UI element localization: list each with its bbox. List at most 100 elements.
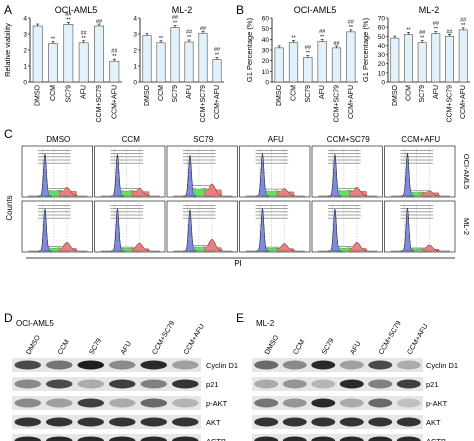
lane-label: DMSO xyxy=(264,334,281,356)
category-label: CCM xyxy=(291,85,298,101)
protein-band xyxy=(109,436,136,441)
bar-ccm-sc79 xyxy=(331,47,342,83)
blot-title: ML-2 xyxy=(256,319,275,328)
protein-band xyxy=(282,360,307,370)
y-tick-label: 10 xyxy=(378,70,386,77)
bar-ccm xyxy=(48,43,58,83)
bar-sc79 xyxy=(303,57,313,83)
flow-stats-line xyxy=(183,153,216,154)
protein-band xyxy=(14,436,41,441)
flow-histogram xyxy=(94,145,166,198)
flow-histogram xyxy=(384,200,456,253)
protein-band xyxy=(254,379,279,389)
protein-band xyxy=(339,360,364,370)
category-label: DMSO xyxy=(35,84,42,106)
category-label: DMSO xyxy=(276,84,283,106)
flow-stats-line xyxy=(328,214,361,216)
bar-ccm-afu xyxy=(212,59,222,83)
y-tick-label: 10 xyxy=(262,69,270,76)
protein-band xyxy=(46,398,73,408)
protein-band xyxy=(339,417,364,427)
flow-stats-line xyxy=(38,150,71,151)
y-tick-label: 0 xyxy=(265,80,269,87)
y-tick-label: 50 xyxy=(378,34,386,41)
significance-marker: ** xyxy=(291,36,296,42)
flow-plot-frame xyxy=(21,200,93,253)
category-label: CCM+AFU xyxy=(348,85,355,119)
protein-band xyxy=(172,436,199,441)
histogram-envelope xyxy=(245,208,306,252)
histogram-envelope xyxy=(173,209,233,252)
flow-stats-line xyxy=(328,208,361,209)
flow-stats-line xyxy=(110,156,144,158)
category-label: DMSO xyxy=(144,84,151,106)
significance-marker: ## xyxy=(460,17,467,23)
lane-label: CCM xyxy=(292,339,306,356)
protein-band xyxy=(368,379,393,389)
bar-chart-1: OCI-AML5 Relative viability 0 1 2 3 4 DMSO ** CCM… xyxy=(3,5,122,123)
panel-label-c: C xyxy=(4,127,13,141)
protein-band xyxy=(46,360,73,370)
flow-stats-line xyxy=(183,159,216,161)
flow-row-label: OCI-AML5 xyxy=(462,154,471,189)
flow-stats-line xyxy=(255,153,289,154)
lane-label: SC79 xyxy=(321,337,336,356)
significance-marker: ** xyxy=(51,37,56,43)
protein-band xyxy=(109,398,136,408)
flow-stats-line xyxy=(328,150,361,151)
significance-marker: ## xyxy=(81,30,88,36)
flow-histogram xyxy=(166,145,238,198)
protein-band xyxy=(339,436,364,441)
flow-stats-line xyxy=(183,214,216,216)
flow-stats-line xyxy=(38,159,71,161)
protein-band xyxy=(77,398,104,408)
y-tick-label: 1 xyxy=(23,64,27,71)
y-tick-label: 2 xyxy=(23,48,27,55)
bar-ccm xyxy=(156,42,166,83)
bar-dmso xyxy=(390,37,400,83)
flow-stats-line xyxy=(400,159,434,161)
histogram-envelope xyxy=(173,155,233,197)
flow-stats-line xyxy=(110,150,144,151)
flow-stats-line xyxy=(38,153,71,154)
category-label: DMSO xyxy=(392,84,399,106)
flow-stats-line xyxy=(328,162,361,164)
flow-stats-line xyxy=(183,205,216,206)
bar-ccm-afu xyxy=(109,60,120,83)
bar-ccm-afu xyxy=(346,31,356,83)
flow-stats-line xyxy=(110,208,144,209)
protein-band xyxy=(396,417,421,427)
significance-marker: ** xyxy=(406,27,411,33)
significance-marker: ** xyxy=(112,54,117,60)
lane-label: CCM+AFU xyxy=(183,323,206,356)
bar-afu xyxy=(431,33,441,83)
category-label: CCM xyxy=(406,85,413,101)
blot-strip xyxy=(12,434,201,441)
bar-dmso xyxy=(32,25,43,83)
protein-band xyxy=(254,360,279,370)
protein-band xyxy=(368,398,393,408)
flow-stats-line xyxy=(38,214,71,216)
bar-ccm xyxy=(404,34,413,83)
significance-marker: ## xyxy=(319,29,326,35)
protein-band xyxy=(172,379,199,389)
significance-marker: ** xyxy=(159,36,164,42)
protein-band xyxy=(109,360,136,370)
protein-band xyxy=(311,379,336,389)
protein-band xyxy=(311,436,336,441)
significance-marker: ** xyxy=(66,17,71,23)
y-tick-label: 60 xyxy=(378,25,386,32)
flow-plot-frame xyxy=(94,200,166,253)
y-tick-label: 50 xyxy=(262,26,270,33)
protein-label: p21 xyxy=(426,380,439,389)
bar-chart-4: ML-2 G1 Percentage (%) 0 10 20 30 40 50 60 70 DMSO… xyxy=(361,5,470,123)
histogram-envelope xyxy=(390,207,451,252)
category-label: AFU xyxy=(433,85,440,99)
flow-plot-frame xyxy=(239,145,311,198)
flow-plot-frame xyxy=(384,200,456,253)
flow-stats-line xyxy=(38,162,71,164)
protein-label: p-AKT xyxy=(426,399,448,408)
histogram-envelope xyxy=(245,153,306,197)
flow-stats-line xyxy=(328,153,361,154)
